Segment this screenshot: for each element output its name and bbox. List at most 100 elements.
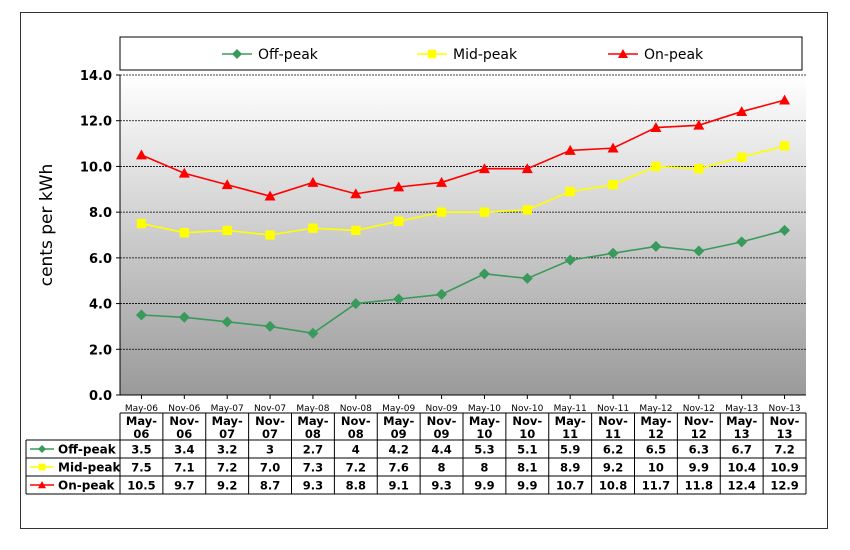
x-tick-label: May-08 [296,404,329,414]
legend-label: On-peak [644,47,704,63]
table-cell: 12.4 [728,479,756,493]
table-cell: 9.2 [217,479,237,493]
table-header: 09 [434,427,450,441]
row-label: Mid-peak [58,461,121,475]
legend-marker [232,49,242,59]
x-tick-label: Nov-13 [769,404,801,414]
table-cell: 7.3 [303,461,323,475]
data-point [221,316,233,328]
data-point [478,163,490,174]
table-cell: 9.1 [389,479,409,493]
table-cell: 5.9 [560,443,580,457]
table-cell: 3 [266,443,274,457]
series-off-peak [135,224,791,339]
table-header: May- [640,414,671,428]
table-row: On-peak 10.5 9.7 9.2 8.7 9.3 8.8 9.1 9.3 9.9 9.9 10… [30,479,799,493]
table-header: Nov- [598,414,628,428]
data-point [350,298,362,310]
y-tick-label: 4.0 [89,298,112,313]
data-point [522,205,532,215]
data-point [736,236,748,248]
table-header: 07 [219,427,235,441]
row-label: Off-peak [58,443,117,457]
table-header: May- [126,414,157,428]
plot-area [120,75,806,395]
table-cell: 10.9 [770,461,798,475]
data-point [350,188,362,199]
table-header: May- [469,414,500,428]
table-cell: 8.8 [346,479,366,493]
data-point [779,224,791,236]
table-cell: 12.9 [770,479,798,493]
table-header: May- [212,414,243,428]
x-tick-label: Nov-07 [254,404,286,414]
table-header: 10 [476,427,492,441]
table-cell: 7.5 [131,461,151,475]
data-point [265,230,275,240]
legend: Off-peak Mid-peak On-peak [119,36,803,71]
legend-item: On-peak [608,47,704,63]
table-cell: 6.3 [689,443,709,457]
x-tick-label: Nov-09 [426,404,458,414]
data-point [607,142,619,153]
table-header: May- [555,414,586,428]
series-on-peak [135,94,791,201]
table-header: Nov- [255,414,285,428]
x-tick-label: Nov-08 [340,404,372,414]
data-point [779,94,791,105]
data-point [607,247,619,259]
series-line [141,99,785,197]
table-header: May- [726,414,757,428]
table-header: May- [297,414,328,428]
table-cell: 11.7 [642,479,670,493]
data-point [479,207,490,217]
y-tick-label: 14.0 [80,69,112,84]
data-point [737,152,747,162]
table-cell: 8.7 [260,479,280,493]
data-point [779,141,790,151]
table-row: Off-peak 3.5 3.4 3.2 3 2.7 4 4.2 4.4 5.3 5.1 5.9 6.2… [30,443,795,457]
table-cell: 7.2 [346,461,366,475]
x-tick-label: Nov-12 [683,404,715,414]
table-header: Nov- [169,414,199,428]
row-legend-marker [38,463,46,471]
y-tick-label: 8.0 [89,206,112,221]
series-group [135,94,791,339]
table-header: 07 [262,427,278,441]
data-point [393,181,405,192]
data-point [693,119,705,130]
table-header: 13 [734,427,750,441]
table-cell: 4.2 [389,443,409,457]
data-point [521,163,533,174]
x-tick-label: May-09 [382,404,415,414]
legend-label: Mid-peak [453,47,518,63]
data-point [521,272,533,284]
legend-marker [618,49,628,58]
table-header: 08 [348,427,364,441]
table-header: 10 [519,427,535,441]
table-cell: 8 [480,461,488,475]
row-legend-marker [38,481,46,489]
table-cell: 6.2 [603,443,623,457]
table-cell: 10.8 [599,479,627,493]
x-tick-label: May-06 [125,404,158,414]
table-header: 11 [605,427,621,441]
table-cell: 3.5 [131,443,151,457]
table-cell: 6.7 [732,443,752,457]
y-tick-label: 6.0 [89,252,112,267]
data-point [736,106,748,116]
legend-item: Mid-peak [417,47,518,63]
table-cell: 6.5 [646,443,666,457]
legend-marker [427,49,437,59]
y-tick-label: 0.0 [89,389,112,404]
table-cell: 9.9 [474,479,494,493]
table-header: 08 [305,427,321,441]
data-point [693,245,705,257]
data-point [178,311,190,323]
x-tick-label: May-11 [554,404,587,414]
table-cell: 3.4 [174,443,194,457]
table-cell: 11.8 [685,479,713,493]
data-point [307,176,319,187]
data-table: May-06Nov-06May-07Nov-07May-08Nov-08May-… [25,412,807,495]
data-point [436,207,447,217]
